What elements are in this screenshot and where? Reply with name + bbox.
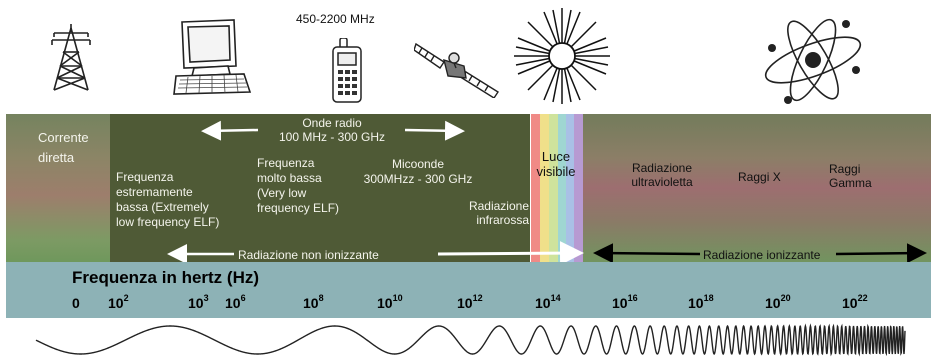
tick-label: 1012	[457, 293, 483, 311]
satellite-icon	[414, 42, 499, 98]
label-infrared: Radiazione infrarossa	[468, 199, 529, 227]
direct-current-region	[6, 114, 110, 262]
power-pylon-icon	[51, 24, 91, 91]
phone-frequency-label: 450-2200 MHz	[296, 12, 375, 26]
label-non-ionizing: Radiazione non ionizzante	[238, 248, 379, 262]
axis-title: Frequenza in hertz (Hz)	[72, 268, 260, 287]
tick-label: 108	[303, 293, 324, 311]
tick-label: 106	[225, 293, 246, 311]
visible-band-red	[531, 114, 540, 262]
ionizing-region	[583, 114, 931, 262]
visible-band-violet	[574, 114, 583, 262]
tick-label: 0	[72, 295, 80, 311]
sun-icon	[514, 8, 610, 104]
visible-band-yellow	[540, 114, 549, 262]
label-gamma-rays: Raggi Gamma	[829, 162, 872, 190]
mobile-phone-icon	[332, 38, 362, 103]
label-ultraviolet: Radiazione ultravioletta	[631, 161, 693, 189]
label-x-rays: Raggi X	[738, 170, 781, 184]
label-microwaves: Micoonde 300MHzz - 300 GHz	[363, 157, 473, 186]
label-vlf: Frequenza molto bassa (Very low frequency …	[257, 156, 340, 215]
label-ionizing: Radiazione ionizzante	[703, 248, 821, 262]
label-radio-waves: Onde radio 100 MHz - 300 GHz	[278, 116, 386, 144]
tick-label: 1020	[765, 293, 791, 311]
tick-label: 1022	[842, 293, 868, 311]
tick-label: 1014	[535, 293, 561, 311]
frequency-axis	[6, 262, 931, 318]
frequency-wave	[35, 323, 906, 357]
tick-label: 102	[108, 293, 129, 311]
tick-label: 1010	[377, 293, 403, 311]
label-visible-light: Luce visibile	[536, 149, 576, 179]
visible-band-green	[549, 114, 558, 262]
tick-label: 1018	[688, 293, 714, 311]
visible-band-cyan	[558, 114, 566, 262]
label-direct-current: Corrente diretta	[38, 130, 89, 165]
label-elf: Frequenza estremamente bassa (Extremely lo…	[116, 170, 220, 229]
computer-icon	[173, 19, 252, 95]
wave-line	[35, 323, 906, 357]
tick-label: 1016	[612, 293, 638, 311]
atom-icon	[764, 18, 862, 104]
visible-band-blue	[566, 114, 574, 262]
tick-label: 103	[188, 293, 209, 311]
